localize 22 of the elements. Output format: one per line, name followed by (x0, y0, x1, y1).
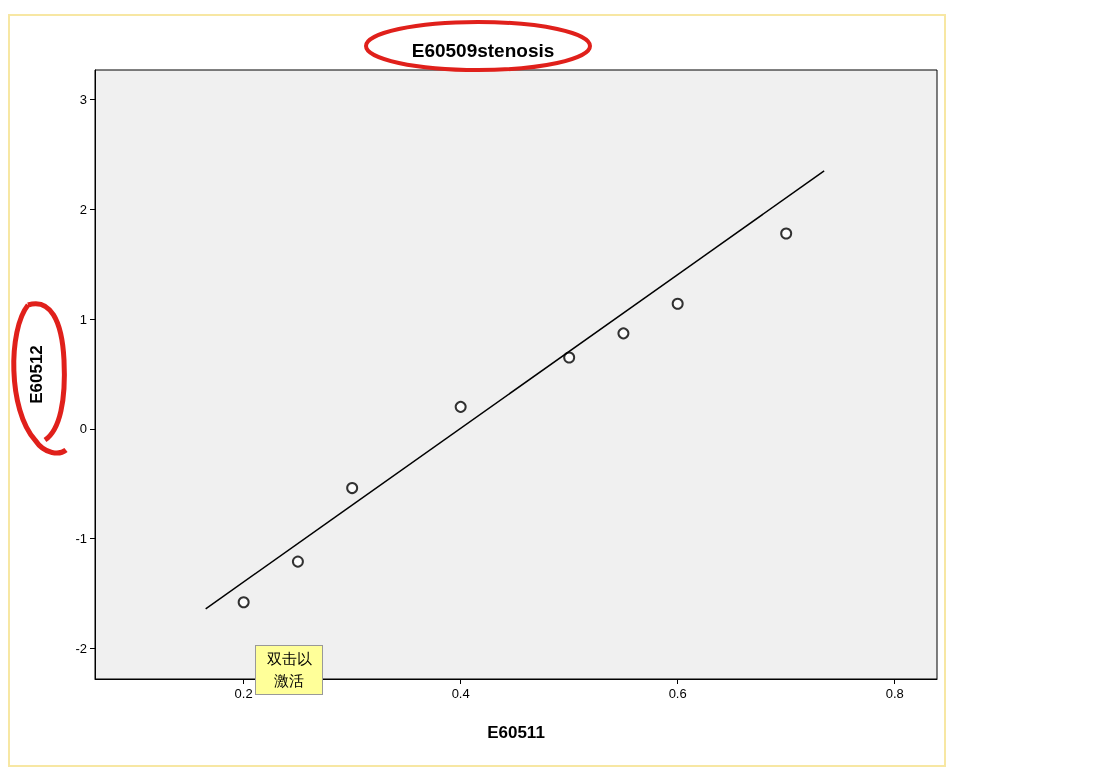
chart-title: E60509stenosis (411, 40, 555, 61)
point (454, 400, 467, 413)
x-tick-label: 0.2 (234, 686, 253, 701)
point (780, 227, 793, 240)
annotation: 双击以激活 (255, 645, 323, 695)
y-tick-label: 2 (79, 201, 87, 217)
y-tick-label: 1 (79, 311, 87, 327)
point (671, 297, 684, 310)
x-tick-label: 0.8 (885, 686, 904, 701)
y-tick-label: 3 (79, 92, 87, 108)
y-tick-label: -2 (75, 640, 87, 656)
x-axis-title: E60511 (487, 723, 545, 742)
point (563, 351, 576, 364)
point (291, 555, 304, 568)
x-tick-label: 0.4 (451, 686, 470, 701)
point (346, 482, 359, 495)
y-tick-label: 0 (79, 421, 87, 437)
point (617, 327, 630, 340)
y-axis-title: E60512 (27, 345, 46, 404)
point (237, 596, 250, 609)
y-tick-label: -1 (75, 531, 87, 547)
x-tick-label: 0.6 (668, 686, 687, 701)
